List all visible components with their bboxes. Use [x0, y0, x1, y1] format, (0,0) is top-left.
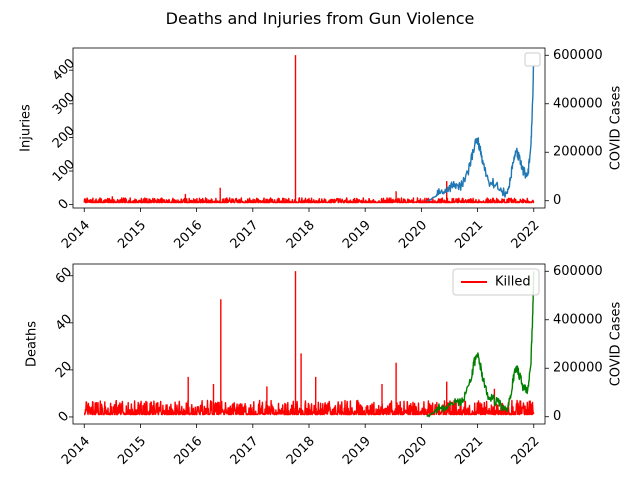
x-tick-label: 2015	[115, 218, 149, 252]
y-axis-label: Deaths	[25, 321, 40, 367]
y-tick-label: 20	[53, 359, 75, 381]
x-tick-label: 2016	[171, 434, 205, 468]
gun-violence-series-line	[83, 55, 535, 204]
top-chart-panel: 2014 2015 2016 2017 2018 2019 2020 2021 2022 0 100…	[19, 47, 624, 252]
y2-tick-label: 200000	[553, 361, 603, 376]
covid-cases-series-line	[426, 55, 535, 202]
y2-axis-label: COVID Cases	[609, 86, 624, 171]
plot-frame	[72, 47, 546, 209]
y-tick-label: 60	[53, 265, 75, 287]
x-tick-label: 2018	[284, 218, 318, 252]
x-tick-label: 2014	[59, 218, 93, 252]
y-tick-label: 0	[56, 196, 72, 212]
x-tick-label: 2018	[284, 434, 318, 468]
x-tick-label: 2016	[171, 218, 205, 252]
x-tick-label: 2019	[340, 218, 374, 252]
y2-tick-label: 0	[553, 193, 561, 208]
x-tick-label: 2015	[115, 434, 149, 468]
legend-label: Killed	[495, 275, 531, 290]
x-tick-label: 2021	[452, 434, 486, 468]
y-tick-label: 200	[50, 123, 78, 151]
x-tick-label: 2014	[59, 434, 93, 468]
x-tick-label: 2020	[396, 434, 430, 468]
x-tick-label: 2021	[452, 218, 486, 252]
x-tick-label: 2020	[396, 218, 430, 252]
legend-box	[452, 268, 540, 296]
y2-tick-label: 600000	[553, 48, 603, 63]
y-tick-label: 100	[50, 157, 78, 185]
y2-tick-label: 0	[553, 409, 561, 424]
y2-axis-label: COVID Cases	[609, 302, 624, 387]
covid-cases-series-line	[426, 271, 535, 418]
x-tick-label: 2017	[228, 434, 262, 468]
y-tick-label: 400	[50, 56, 78, 84]
x-tick-label: 2022	[509, 434, 543, 468]
y-tick-label: 40	[53, 312, 75, 334]
y-axis-label: Injuries	[19, 104, 34, 152]
y2-tick-label: 600000	[553, 264, 603, 279]
x-tick-label: 2022	[509, 218, 543, 252]
y-tick-label: 0	[56, 409, 72, 425]
y-tick-label: 300	[50, 90, 78, 118]
figure-title: Deaths and Injuries from Gun Violence	[166, 9, 475, 28]
legend-box	[524, 52, 541, 67]
x-tick-label: 2019	[340, 434, 374, 468]
bottom-chart-panel: 2014 2015 2016 2017 2018 2019 2020 2021 2022 0 20 4…	[25, 263, 624, 468]
gun-violence-series-line	[83, 271, 535, 416]
x-tick-label: 2017	[228, 218, 262, 252]
y2-tick-label: 400000	[553, 312, 603, 327]
y2-tick-label: 400000	[553, 96, 603, 111]
y2-tick-label: 200000	[553, 145, 603, 160]
